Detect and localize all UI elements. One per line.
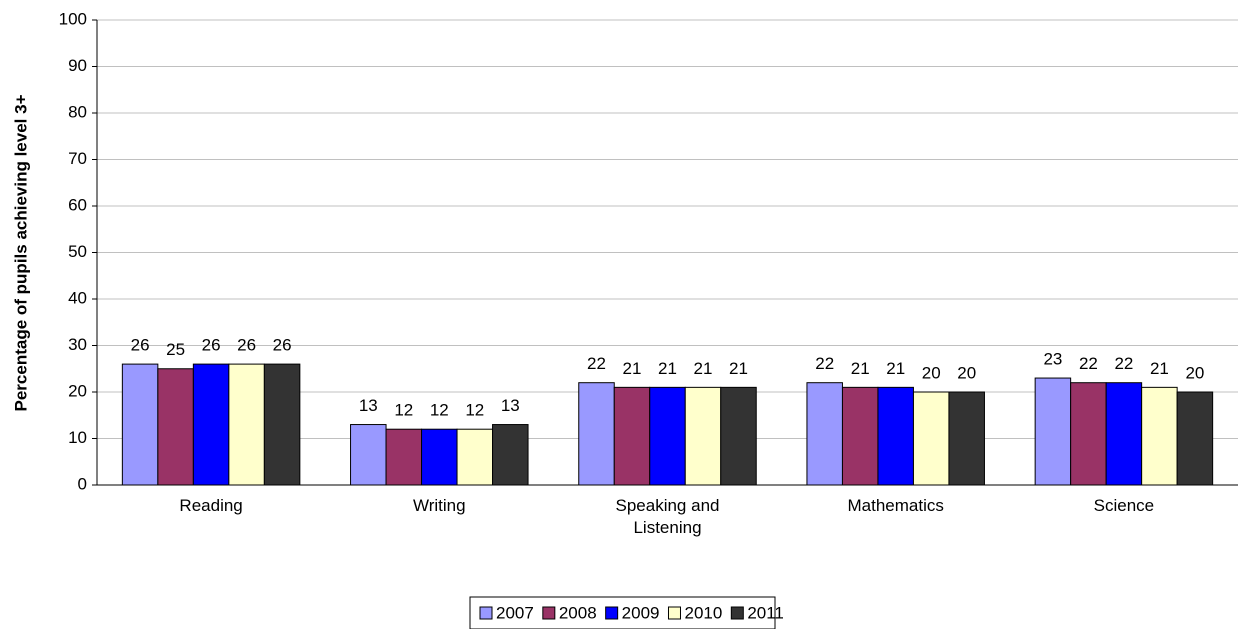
legend-label: 2011 (747, 603, 784, 622)
data-label: 12 (430, 401, 449, 420)
bar (912, 391, 950, 486)
y-tick-label: 80 (68, 102, 87, 121)
bar (684, 386, 722, 486)
data-label: 21 (658, 359, 677, 378)
bar (877, 386, 914, 486)
data-label: 13 (359, 396, 378, 415)
bar (806, 382, 843, 486)
y-tick-label: 60 (68, 195, 87, 214)
bar (350, 424, 387, 486)
data-label: 26 (273, 336, 292, 355)
data-label: 25 (166, 340, 185, 359)
y-tick-label: 70 (68, 149, 87, 168)
legend-swatch (730, 606, 744, 620)
bar (263, 363, 301, 486)
bar (1176, 391, 1214, 486)
y-tick-label: 50 (68, 242, 87, 261)
data-label: 21 (851, 359, 870, 378)
bar (421, 428, 458, 486)
data-label: 12 (465, 401, 484, 420)
legend-swatch (542, 606, 556, 620)
x-tick-label: Science (1093, 496, 1155, 515)
bar (1141, 386, 1178, 486)
bar (649, 386, 686, 486)
y-tick-label: 30 (68, 335, 87, 354)
bar (228, 363, 265, 486)
data-label: 26 (202, 336, 221, 355)
bar (1105, 382, 1143, 486)
y-tick-label: 10 (68, 428, 87, 447)
legend-label: 2007 (496, 603, 534, 622)
data-label: 13 (501, 396, 520, 415)
bar (157, 368, 194, 486)
bar (192, 363, 230, 486)
x-tick-label: Mathematics (847, 496, 944, 515)
data-label: 21 (729, 359, 748, 378)
bar (948, 391, 985, 486)
bar (613, 386, 651, 486)
legend-box (469, 596, 776, 629)
data-label: 21 (886, 359, 905, 378)
legend-label: 2009 (622, 603, 660, 622)
bar (456, 428, 494, 486)
bar (385, 428, 423, 486)
legend-swatch (667, 606, 681, 620)
bar (720, 386, 757, 486)
data-label: 22 (587, 354, 606, 373)
data-label: 26 (237, 336, 256, 355)
bar (492, 424, 529, 486)
y-tick-label: 0 (78, 474, 87, 493)
data-label: 21 (623, 359, 642, 378)
bar (1034, 377, 1072, 486)
data-label: 20 (922, 363, 941, 382)
legend-swatch (479, 606, 493, 620)
data-label: 20 (957, 363, 976, 382)
data-label: 22 (1114, 354, 1133, 373)
data-label: 22 (1079, 354, 1098, 373)
bar (578, 382, 615, 486)
data-label: 21 (694, 359, 713, 378)
data-label: 23 (1043, 350, 1062, 369)
y-tick-label: 100 (59, 9, 87, 28)
data-label: 12 (394, 401, 413, 420)
bar (841, 386, 879, 486)
y-tick-label: 40 (68, 288, 87, 307)
bar (1070, 382, 1107, 486)
x-tick-label: Writing (413, 496, 466, 515)
legend-label: 2010 (684, 603, 722, 622)
legend-swatch (605, 606, 619, 620)
y-tick-label: 90 (68, 56, 87, 75)
data-label: 22 (815, 354, 834, 373)
legend-label: 2008 (559, 603, 597, 622)
y-tick-label: 20 (68, 381, 87, 400)
bar (121, 363, 159, 486)
data-label: 20 (1185, 363, 1204, 382)
y-axis-title: Percentage of pupils achieving level 3+ (11, 94, 30, 411)
x-tick-label: Speaking and Listening (615, 496, 720, 537)
data-label: 26 (131, 336, 150, 355)
x-tick-label: Reading (179, 496, 243, 515)
data-label: 21 (1150, 359, 1169, 378)
